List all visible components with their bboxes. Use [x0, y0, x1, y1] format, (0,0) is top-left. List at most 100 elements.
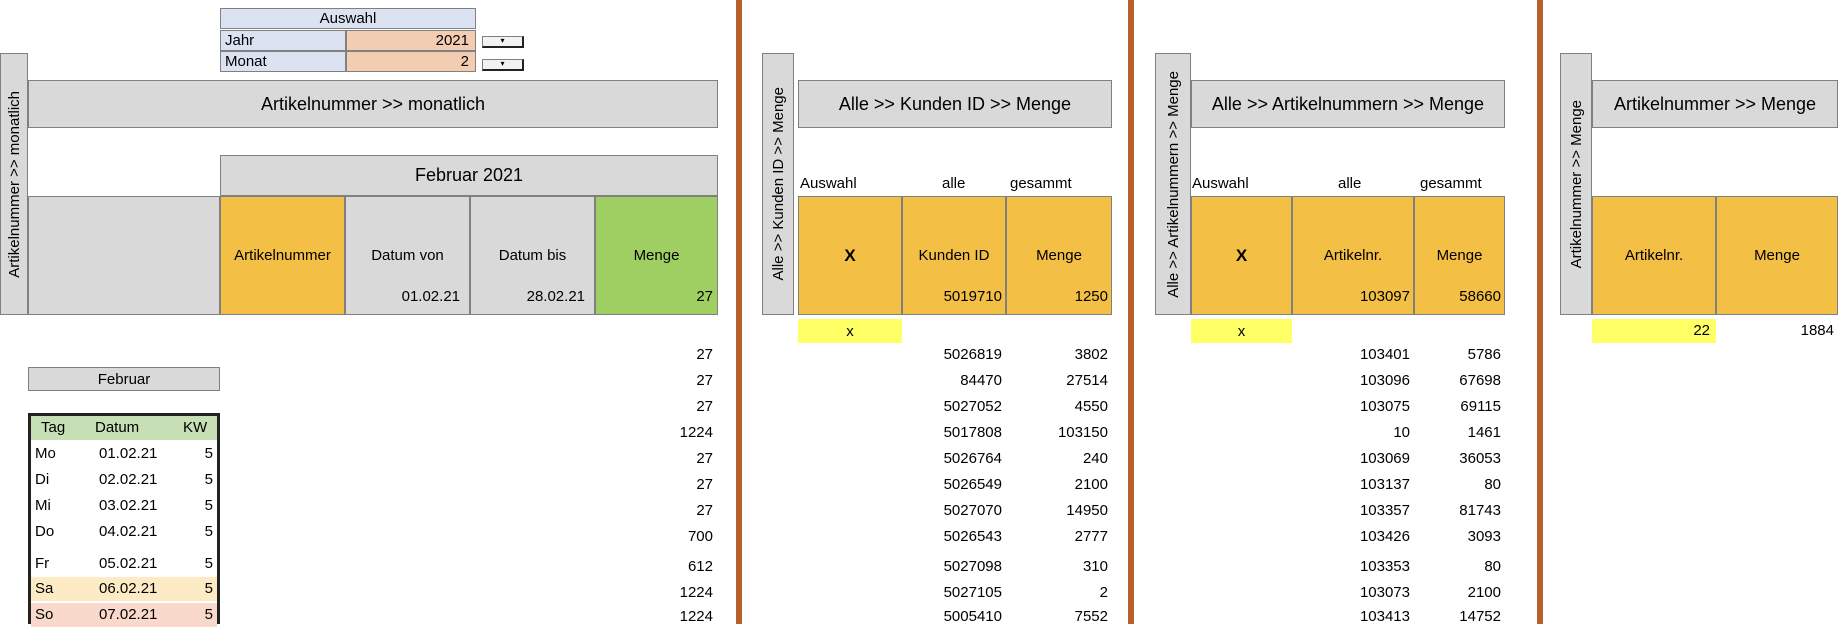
panel-divider	[1128, 0, 1134, 624]
table-row: 240	[1082, 450, 1108, 467]
table-row: 3093	[1467, 528, 1501, 545]
calendar-row: Di 02.02.21 5	[35, 471, 213, 488]
calendar-row-weekend: Sa 06.02.21 5	[31, 577, 217, 601]
header-artikelnummer: Artikelnummer	[220, 196, 345, 315]
artikelnr-input[interactable]: 22	[1592, 319, 1716, 343]
table-row: 27514	[1066, 372, 1108, 389]
header-auswahl-x: X	[798, 196, 902, 315]
chevron-down-icon: ▾	[500, 36, 505, 45]
menge-cell: 27	[696, 476, 713, 493]
table-row: 5027070	[943, 502, 1002, 519]
table-row: 103150	[1057, 424, 1108, 441]
table-row: 103075	[1359, 398, 1410, 415]
panel2-title: Alle >> Kunden ID >> Menge	[798, 80, 1112, 128]
table-row: 5026549	[943, 476, 1002, 493]
panel3-sub-alle: alle	[1338, 175, 1362, 192]
selection-x-cell[interactable]: x	[798, 319, 902, 343]
datum-bis-cell: 28.02.21	[526, 288, 585, 305]
table-row: 14950	[1066, 502, 1108, 519]
month-spinner-button[interactable]: ▾	[482, 59, 524, 71]
calendar-row: Mo 01.02.21 5	[35, 445, 213, 462]
table-row: 2100	[1467, 584, 1501, 601]
table-row: 103353	[1359, 558, 1410, 575]
table-row: 310	[1082, 558, 1108, 575]
menge-cell: 1224	[679, 608, 713, 625]
table-row: 5019710	[943, 288, 1002, 305]
table-row: 5017808	[943, 424, 1002, 441]
table-row: 5026543	[943, 528, 1002, 545]
header-menge: Menge	[1716, 196, 1838, 315]
panel1-title: Artikelnummer >> monatlich	[28, 80, 718, 128]
menge-cell: 27	[696, 502, 713, 519]
table-row: 80	[1484, 476, 1501, 493]
table-row: 84470	[960, 372, 1002, 389]
table-row: 67698	[1459, 372, 1501, 389]
table-row: 81743	[1459, 502, 1501, 519]
table-row: 103096	[1359, 372, 1410, 389]
table-row: 103069	[1359, 450, 1410, 467]
menge-value: 1884	[1800, 322, 1834, 339]
selection-x-cell[interactable]: x	[1191, 319, 1292, 343]
period-header: Februar 2021	[220, 155, 718, 196]
table-row: 103137	[1359, 476, 1410, 493]
selection-header: Auswahl	[220, 8, 476, 29]
header-kunden-id: Kunden ID	[902, 196, 1006, 315]
table-row: 5026764	[943, 450, 1002, 467]
panel2-sub-alle: alle	[942, 175, 966, 192]
table-row: 103097	[1359, 288, 1410, 305]
calendar-header-row: Tag Datum KW	[31, 416, 217, 440]
table-row: 103073	[1359, 584, 1410, 601]
table-row: 69115	[1460, 398, 1501, 415]
calendar-table: Tag Datum KW Mo 01.02.21 5 Di 02.02.21 5…	[28, 413, 220, 627]
panel-divider	[736, 0, 742, 624]
menge-cell: 27	[696, 398, 713, 415]
table-row: 2	[1099, 584, 1108, 601]
calendar-row-weekend: So 07.02.21 5	[31, 603, 217, 627]
year-label-cell: Jahr	[220, 30, 346, 51]
panel4-title: Artikelnummer >> Menge	[1592, 80, 1838, 128]
year-spinner-button[interactable]: ▾	[482, 36, 524, 48]
month-label-cell: Monat	[220, 51, 346, 72]
table-row: 5027105	[943, 584, 1002, 601]
menge-cell: 612	[687, 558, 713, 575]
panel3-sub-gesammt: gesammt	[1420, 175, 1482, 192]
panel2-sub-auswahl: Auswahl	[800, 175, 857, 192]
table-row: 5027052	[943, 398, 1002, 415]
table-row: 5027098	[943, 558, 1002, 575]
panel2-sub-gesammt: gesammt	[1010, 175, 1072, 192]
table-row: 14752	[1459, 608, 1501, 625]
header-datum-von: Datum von	[345, 196, 470, 315]
panel4-side-title: Artikelnummer >> Menge	[1560, 53, 1592, 315]
table-row: 2777	[1074, 528, 1108, 545]
calendar-row: Do 04.02.21 5	[35, 523, 213, 540]
panel2-side-title: Alle >> Kunden ID >> Menge	[762, 53, 794, 315]
menge-cell: 27	[696, 346, 713, 363]
header-datum-bis: Datum bis	[470, 196, 595, 315]
table-row: 3802	[1074, 346, 1108, 363]
year-value-field[interactable]: 2021	[346, 30, 476, 51]
table-row: 1250	[1074, 288, 1108, 305]
menge-cell: 27	[696, 450, 713, 467]
chevron-down-icon: ▾	[500, 59, 505, 68]
table-row: 36053	[1459, 450, 1501, 467]
menge-cell: 27	[696, 288, 713, 305]
month-button[interactable]: Februar	[28, 367, 220, 391]
menge-cell: 700	[687, 528, 713, 545]
panel3-sub-auswahl: Auswahl	[1192, 175, 1249, 192]
month-value-field[interactable]: 2	[346, 51, 476, 72]
table-row: 5026819	[943, 346, 1002, 363]
menge-cell: 1224	[679, 584, 713, 601]
panel-divider	[1537, 0, 1543, 624]
table-row: 4550	[1074, 398, 1108, 415]
table-row: 10	[1393, 424, 1410, 441]
panel1-blank-header	[28, 196, 220, 315]
header-artikelnr: Artikelnr.	[1592, 196, 1716, 315]
header-menge: Menge	[595, 196, 718, 315]
table-row: 7552	[1074, 608, 1108, 625]
table-row: 103401	[1359, 346, 1410, 363]
table-row: 5005410	[943, 608, 1002, 625]
calendar-row: Fr 05.02.21 5	[35, 555, 213, 572]
table-row: 58660	[1459, 288, 1501, 305]
calendar-row: Mi 03.02.21 5	[35, 497, 213, 514]
panel3-title: Alle >> Artikelnummern >> Menge	[1191, 80, 1505, 128]
